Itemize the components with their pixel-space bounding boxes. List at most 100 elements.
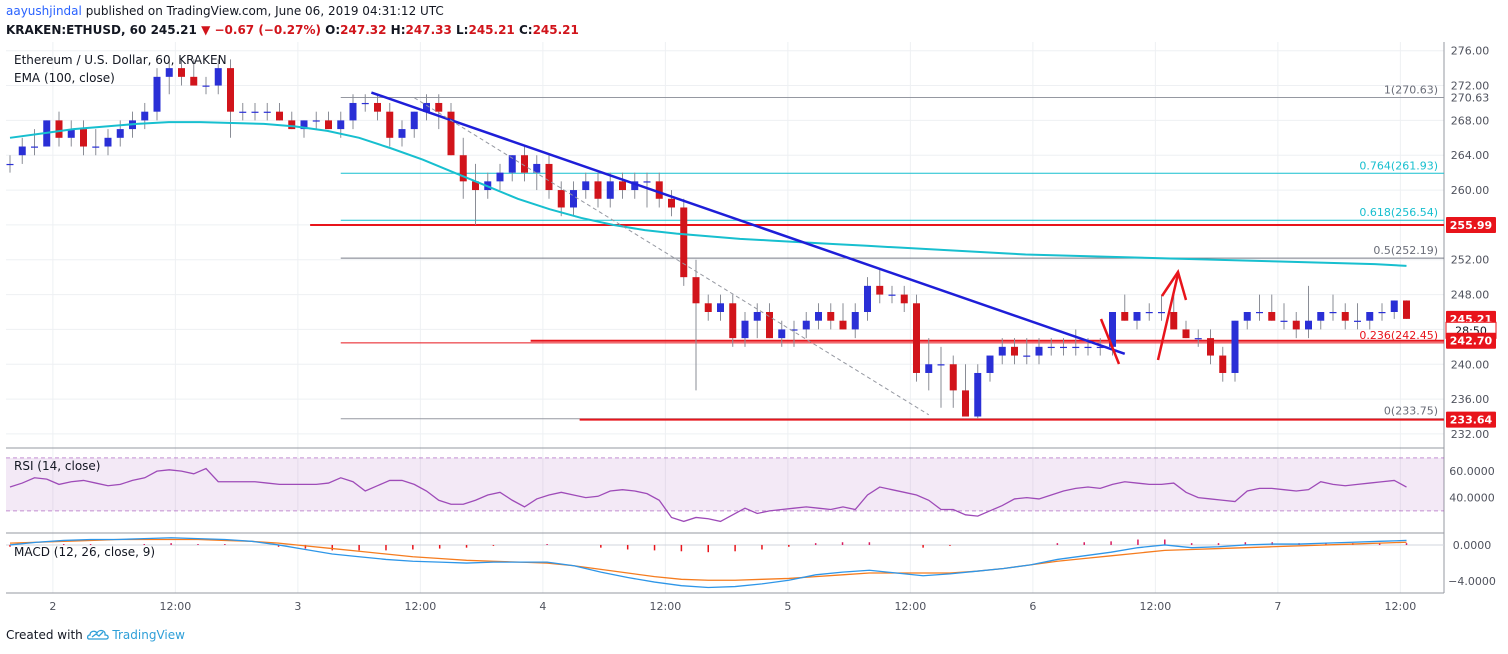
price-axis-tick: 260.00 <box>1451 184 1490 197</box>
candle-up <box>937 364 945 366</box>
candle-up <box>888 294 896 296</box>
time-axis-tick: 5 <box>784 600 791 613</box>
high-label: H: <box>390 23 406 37</box>
candle-down <box>178 68 185 77</box>
time-axis-tick: 7 <box>1274 600 1281 613</box>
candle-up <box>864 285 871 312</box>
price-axis-tick: 268.00 <box>1451 114 1490 127</box>
candle-down <box>521 155 528 173</box>
candle-down <box>619 181 626 191</box>
time-axis-tick: 12:00 <box>405 600 437 613</box>
tradingview-cloud-icon <box>86 629 109 640</box>
open-value: 247.32 <box>340 23 387 37</box>
candle-down <box>1207 338 1214 356</box>
candle-up <box>337 120 345 130</box>
candle-up <box>741 320 749 339</box>
candle-down <box>1121 312 1129 321</box>
candle-down <box>766 312 773 339</box>
candle-up <box>1084 346 1092 349</box>
published-text: published on TradingView.com, June 06, 2… <box>85 4 444 18</box>
up-arrow-head-icon <box>1160 269 1188 301</box>
candle-down <box>227 68 234 112</box>
candle-down <box>325 120 332 130</box>
candle-up <box>1060 346 1067 349</box>
time-axis-tick: 4 <box>539 600 546 613</box>
candle-up <box>1145 312 1153 314</box>
candle-up <box>1035 346 1043 356</box>
candle-down <box>1403 300 1410 319</box>
price-axis-tick: 264.00 <box>1451 149 1490 162</box>
ema-100-line <box>9 121 1407 267</box>
candle-down <box>655 181 663 199</box>
main-chart-title: Ethereum / U.S. Dollar, 60, KRAKEN <box>14 53 227 67</box>
change-down-icon: ▼ <box>201 23 211 37</box>
candle-up <box>986 355 994 373</box>
time-axis-tick: 6 <box>1029 600 1036 613</box>
candle-up <box>349 102 357 121</box>
candle-up <box>1109 312 1116 347</box>
rsi-axis-tick: 40.0000 <box>1449 492 1495 505</box>
candle-down <box>276 111 283 121</box>
price-tag-label: 255.99 <box>1450 219 1492 232</box>
symbol-ohlc-line: KRAKEN:ETHUSD, 60 245.21 ▼ −0.67 (−0.27%… <box>6 23 579 37</box>
author-link[interactable]: aayushjindal <box>6 4 82 18</box>
macd-line <box>9 537 1407 589</box>
candle-up <box>361 102 369 105</box>
time-axis-tick: 12:00 <box>1385 600 1417 613</box>
candle-down <box>472 181 479 191</box>
candle-down <box>386 111 394 138</box>
candle-up <box>570 190 577 208</box>
candle-up <box>1072 346 1080 349</box>
candle-down <box>729 303 737 339</box>
rsi-indicator-label: RSI (14, close) <box>14 459 100 473</box>
price-tag-bg <box>1446 411 1496 428</box>
candle-up <box>153 76 161 112</box>
candle-up <box>31 146 38 148</box>
rsi-band-fill <box>6 457 1444 511</box>
low-value: 245.21 <box>468 23 515 37</box>
candle-up <box>606 181 614 199</box>
candle-up <box>643 181 651 183</box>
tradingview-brand-link[interactable]: TradingView <box>112 628 185 642</box>
low-label: L: <box>456 23 469 37</box>
candle-down <box>1182 329 1190 339</box>
candle-up <box>974 372 982 417</box>
price-change: −0.67 (−0.27%) <box>214 23 321 37</box>
candle-up <box>582 181 590 191</box>
macd-axis-tick: 0.0000 <box>1453 539 1492 552</box>
fib-level-label: 1(270.63) <box>1384 83 1438 96</box>
candle-down <box>80 129 87 147</box>
price-axis-tick: 276.00 <box>1451 45 1490 58</box>
candle-up <box>1194 338 1202 340</box>
candle-down <box>1341 312 1349 321</box>
candle-up <box>717 303 724 312</box>
candle-up <box>1280 320 1288 322</box>
candle-down <box>435 102 443 112</box>
time-axis-tick: 12:00 <box>160 600 192 613</box>
candle-up <box>398 129 406 138</box>
macd-indicator-label: MACD (12, 26, close, 9) <box>14 545 155 559</box>
price-axis-tick: 248.00 <box>1451 289 1490 302</box>
candle-up <box>423 102 430 112</box>
price-axis-tick: 240.00 <box>1451 358 1490 371</box>
fib-level-label: 0(233.75) <box>1384 405 1438 418</box>
candle-up <box>251 111 259 113</box>
candle-up <box>410 111 418 130</box>
price-tag-label: 233.64 <box>1450 414 1493 427</box>
candle-up <box>312 120 320 122</box>
candle-up <box>1305 320 1312 330</box>
time-axis-tick: 12:00 <box>1140 600 1172 613</box>
candle-up <box>104 137 112 147</box>
fib-level-label: 0.764(261.93) <box>1359 159 1438 172</box>
macd-axis-tick: −4.0000 <box>1448 575 1496 588</box>
fib-level-label: 0.618(256.54) <box>1359 206 1438 219</box>
fib-level-label: 0.5(252.19) <box>1373 244 1438 257</box>
candle-down <box>1219 355 1227 373</box>
candle-up <box>1243 312 1251 321</box>
candle-up <box>533 163 541 173</box>
fib-trend-dashed-line <box>413 97 930 416</box>
candle-down <box>680 207 688 278</box>
candle-down <box>594 181 602 199</box>
candle-up <box>1378 312 1386 314</box>
candle-up <box>851 312 859 330</box>
